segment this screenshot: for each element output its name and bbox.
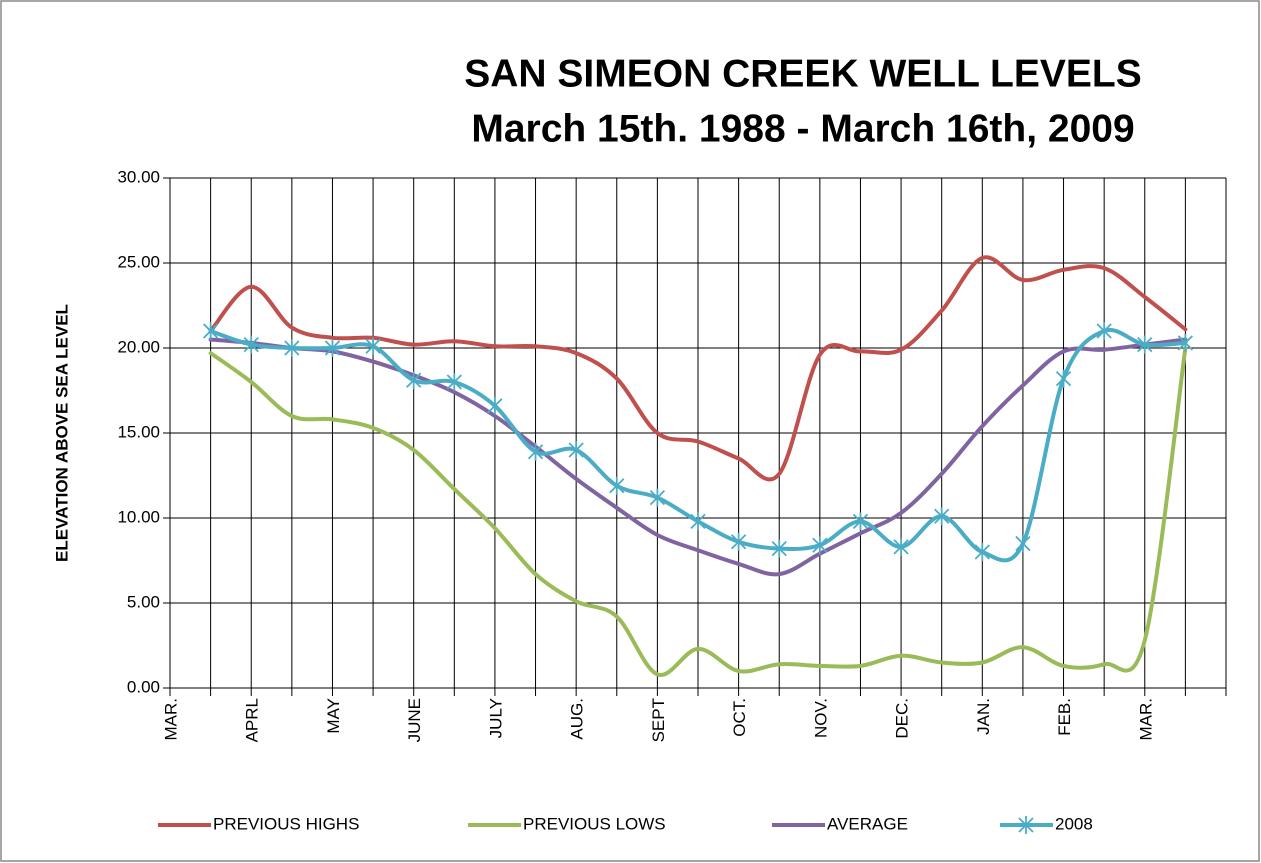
data-point [649,488,666,507]
x-tick-label: OCT. [730,698,749,737]
data-point [568,441,584,459]
data-point [812,536,828,555]
data-point [406,371,422,390]
legend-label: AVERAGE [827,814,908,833]
chart-subtitle: March 15th. 1988 - March 16th, 2009 [471,107,1134,150]
data-point [324,339,341,357]
x-tick-label: MAR. [1136,698,1155,741]
data-point [1055,369,1072,388]
y-axis-label: ELEVATION ABOVE SEA LEVEL [52,304,71,562]
data-point [974,543,990,561]
data-point [609,476,625,495]
data-point [893,537,909,556]
data-point [202,322,219,340]
data-point [934,507,950,526]
x-tick-label: SEPT [649,698,668,742]
data-point [1137,335,1153,354]
legend-label: PREVIOUS LOWS [523,814,666,833]
series-line [208,337,1188,577]
x-tick-label: FEB. [1055,698,1074,736]
legend-label: 2008 [1055,814,1093,833]
data-point [446,373,462,391]
x-tick-label: NOV. [811,698,830,738]
x-tick-label: MAR. [161,698,180,741]
data-point [1177,333,1194,352]
data-point [771,539,787,558]
x-tick-label: JULY [486,698,505,738]
x-tick-label: APRL [243,698,262,742]
y-tick-label: 25.00 [117,252,160,271]
data-point [284,339,300,357]
x-tick-label: MAY [324,698,343,734]
data-point [365,337,381,356]
x-tick-label: JAN. [974,698,993,735]
legend-marker [1018,816,1034,834]
legend-label: PREVIOUS HIGHS [213,814,359,833]
data-point [527,442,544,461]
data-point [852,512,869,531]
y-tick-label: 0.00 [127,677,160,696]
data-point [1015,534,1031,553]
y-tick-label: 10.00 [117,507,160,526]
series-line [208,346,1188,677]
y-tick-label: 30.00 [117,167,160,186]
data-point [730,532,747,551]
x-tick-label: JUNE [405,698,424,742]
y-tick-label: 20.00 [117,337,160,356]
data-point [487,396,503,415]
data-point [243,335,259,354]
y-tick-label: 5.00 [127,592,160,611]
x-tick-label: AUG. [568,698,587,740]
x-tick-label: DEC. [893,698,912,739]
data-point [1096,322,1112,340]
y-tick-label: 15.00 [117,422,160,441]
chart-title: SAN SIMEON CREEK WELL LEVELS [464,52,1142,95]
data-point [690,512,706,531]
